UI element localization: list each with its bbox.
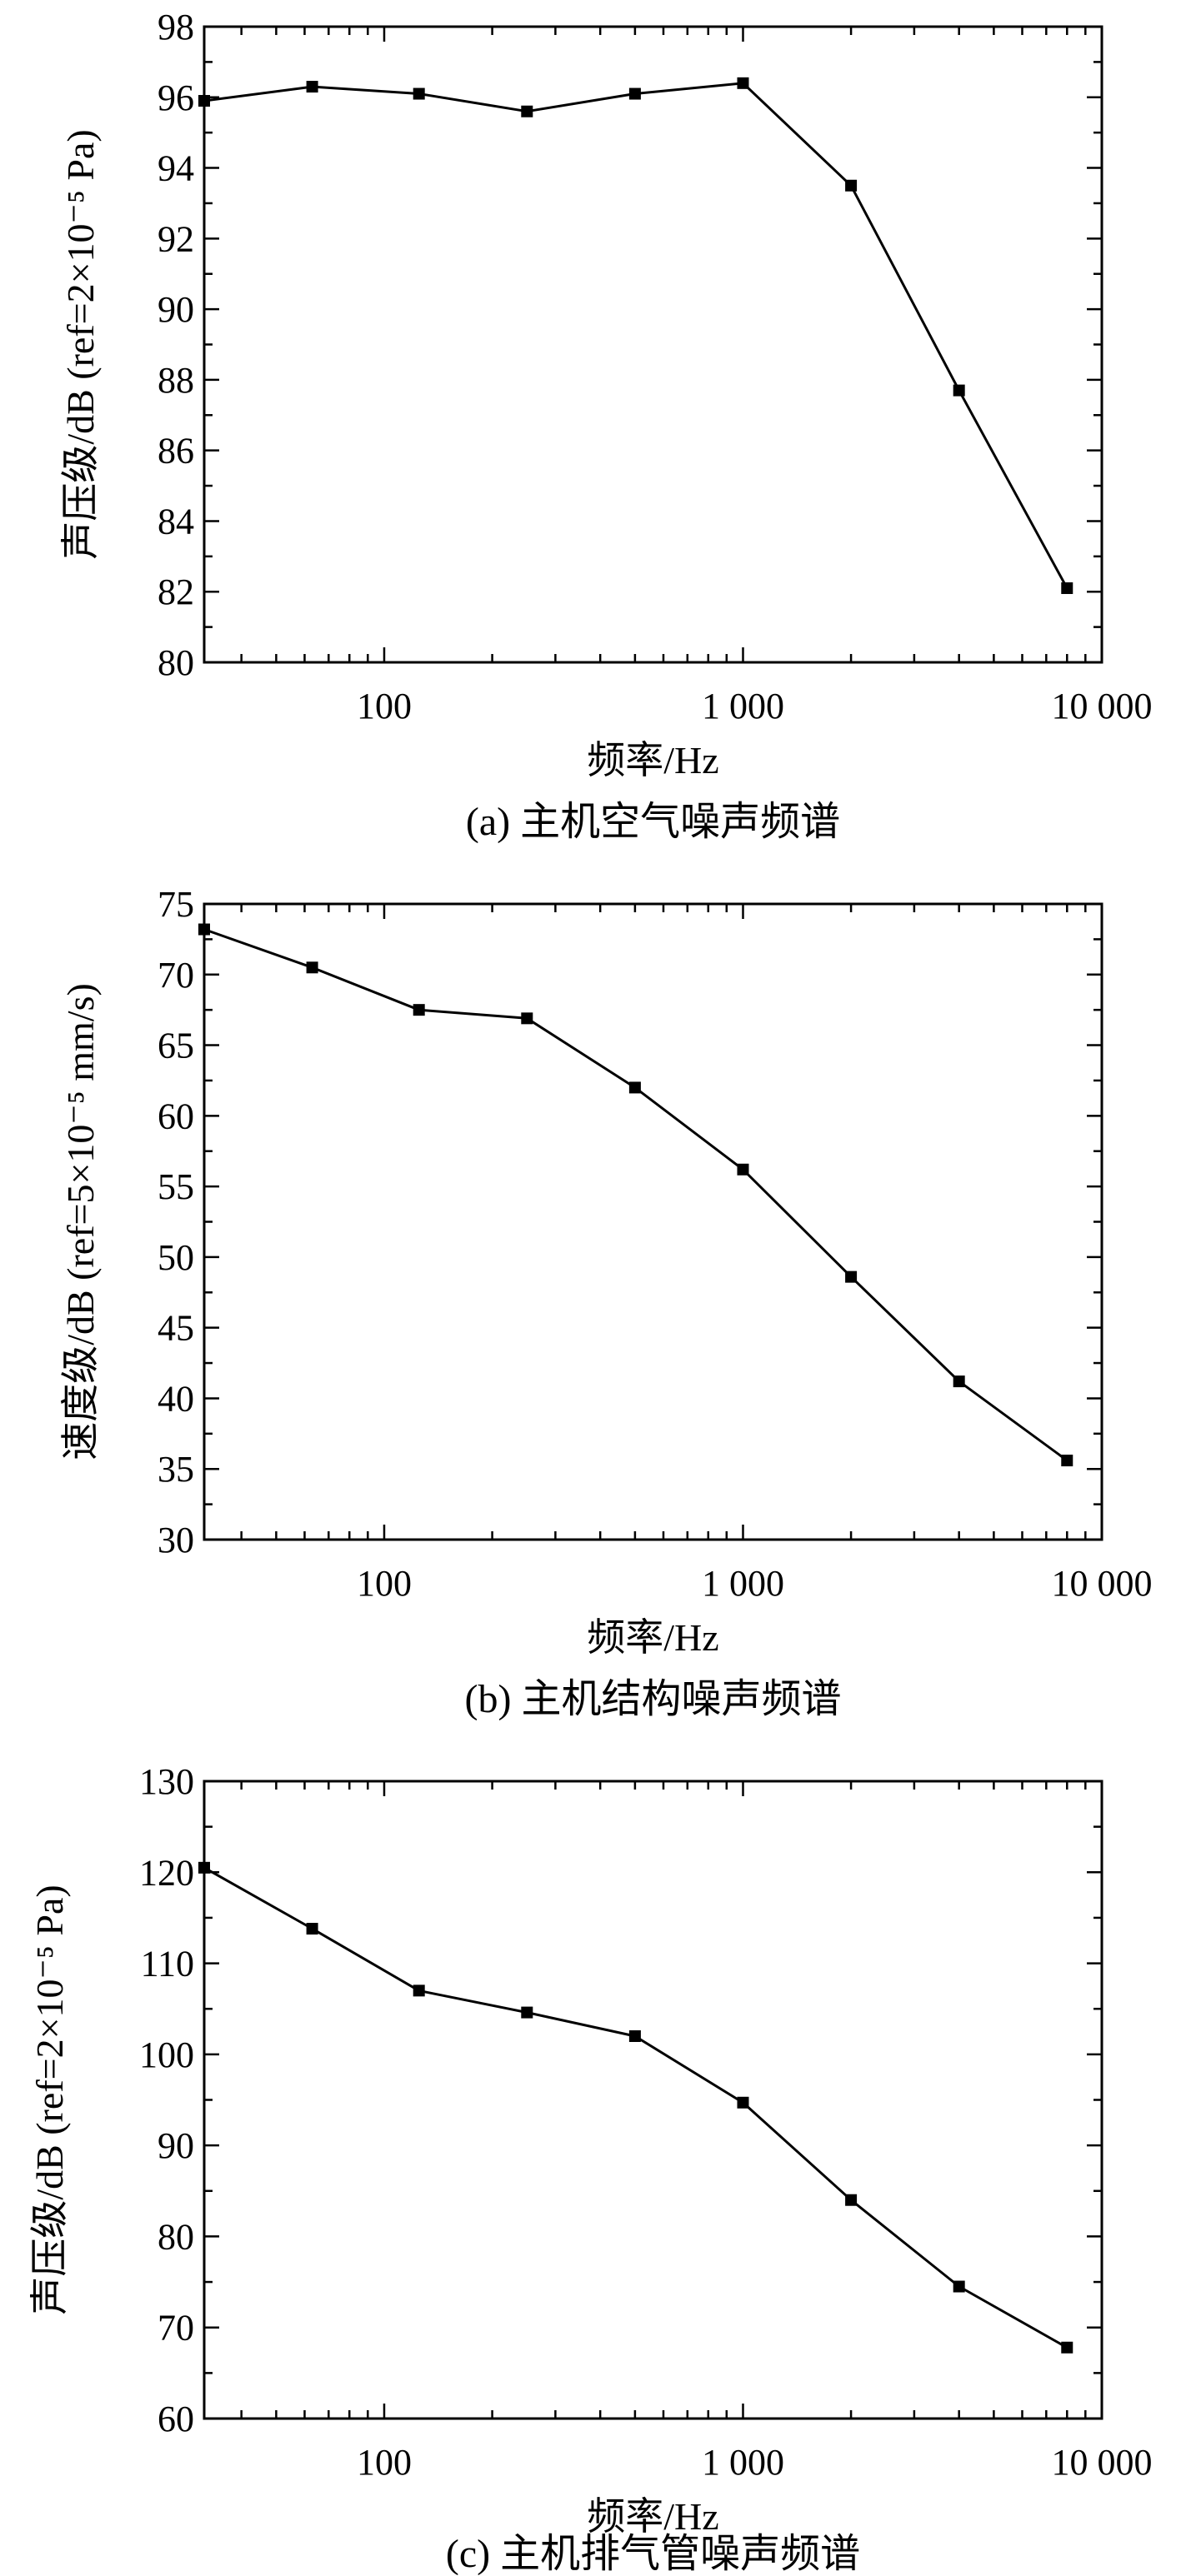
data-point-marker — [953, 384, 965, 397]
data-point-marker — [1061, 2341, 1073, 2354]
y-tick-label: 90 — [158, 2125, 194, 2166]
y-axis-ticks — [204, 1780, 1102, 2420]
x-axis-title: 频率/Hz — [587, 2495, 718, 2538]
y-tick-label: 55 — [158, 1166, 194, 1207]
x-tick-label: 10 000 — [1052, 1563, 1153, 1604]
data-point-marker — [413, 1984, 425, 1997]
series-line — [203, 1866, 1068, 2349]
y-tick-label: 80 — [158, 2216, 194, 2257]
data-point-marker — [737, 77, 749, 89]
y-tick-label: 92 — [158, 218, 194, 259]
y-tick-label: 35 — [158, 1449, 194, 1490]
y-axis-title: 声压级/dB (ref=2×10⁻⁵ Pa) — [28, 1885, 71, 2314]
y-tick-label: 96 — [158, 77, 194, 118]
y-tick-label: 84 — [158, 501, 194, 542]
data-point-marker — [198, 1861, 210, 1874]
y-tick-label: 65 — [158, 1026, 194, 1066]
plot-frame — [203, 902, 1103, 1541]
y-tick-label: 100 — [139, 2034, 194, 2075]
y-axis-title: 速度级/dB (ref=5×10⁻⁵ mm/s) — [59, 983, 102, 1460]
series-line — [203, 82, 1068, 589]
y-tick-label: 60 — [158, 2399, 194, 2439]
chart-panel-1: 100 1 000 10 000 80 82 84 86 88 90 92 94 96 98 频率/Hz 声… — [59, 7, 1153, 844]
y-tick-label: 90 — [158, 289, 194, 330]
y-tick-label: 86 — [158, 431, 194, 472]
y-tick-label: 130 — [139, 1761, 194, 1802]
data-point-marker — [628, 2030, 641, 2042]
data-point-marker — [1061, 1455, 1073, 1467]
data-point-marker — [413, 1004, 425, 1016]
y-tick-label: 120 — [139, 1852, 194, 1893]
x-tick-label: 100 — [357, 2442, 412, 2483]
figure-caption: (b) 主机结构噪声频谱 — [465, 1677, 842, 1721]
y-tick-label: 70 — [158, 955, 194, 996]
x-axis-ticks — [240, 904, 1103, 1540]
y-tick-label: 82 — [158, 572, 194, 612]
data-point-marker — [845, 179, 858, 192]
y-tick-label: 88 — [158, 360, 194, 401]
y-tick-label: 70 — [158, 2308, 194, 2349]
chart-panel-3: 100 1 000 10 000 60 70 80 90 100 110 120 130 频率/Hz 声… — [28, 1761, 1153, 2576]
plot-frame — [203, 1780, 1103, 2420]
y-tick-label: 75 — [158, 884, 194, 925]
x-tick-label: 1 000 — [702, 1563, 784, 1604]
data-point-marker — [953, 1375, 965, 1388]
x-tick-label: 10 000 — [1052, 2442, 1153, 2483]
data-point-marker — [198, 923, 210, 936]
y-tick-label: 110 — [141, 1944, 194, 1984]
x-tick-label: 10 000 — [1052, 686, 1153, 726]
y-tick-label: 60 — [158, 1096, 194, 1136]
data-point-marker — [953, 2280, 965, 2293]
data-point-marker — [521, 2006, 533, 2019]
y-axis-ticks — [204, 25, 1102, 664]
x-axis-ticks — [240, 27, 1103, 662]
data-point-marker — [845, 1271, 858, 1283]
data-point-marker — [198, 95, 210, 107]
data-point-marker — [845, 2194, 858, 2206]
x-axis-title: 频率/Hz — [587, 1616, 718, 1659]
data-point-marker — [306, 1923, 318, 1935]
y-tick-label: 45 — [158, 1308, 194, 1349]
plot-frame — [203, 25, 1103, 664]
y-tick-label: 98 — [158, 7, 194, 47]
data-point-marker — [521, 1012, 533, 1025]
data-point-marker — [737, 1163, 749, 1176]
data-point-marker — [1061, 582, 1073, 594]
figure-caption: (a) 主机空气噪声频谱 — [466, 800, 840, 844]
y-axis-ticks — [204, 902, 1102, 1541]
figure-caption: (c) 主机排气管噪声频谱 — [446, 2532, 860, 2576]
y-tick-label: 40 — [158, 1378, 194, 1419]
data-point-marker — [306, 961, 318, 974]
y-tick-label: 80 — [158, 642, 194, 683]
series-line — [203, 928, 1068, 1462]
x-tick-label: 100 — [357, 1563, 412, 1604]
data-point-marker — [306, 81, 318, 93]
data-point-marker — [628, 87, 641, 100]
y-tick-label: 50 — [158, 1237, 194, 1278]
y-tick-label: 30 — [158, 1520, 194, 1560]
x-tick-label: 1 000 — [702, 2442, 784, 2483]
x-tick-label: 100 — [357, 686, 412, 726]
y-tick-label: 94 — [158, 148, 194, 189]
x-tick-label: 1 000 — [702, 686, 784, 726]
x-axis-ticks — [240, 1781, 1103, 2419]
data-point-marker — [521, 105, 533, 117]
chart-panel-2: 100 1 000 10 000 30 35 40 45 50 55 60 65 70 75 频率/Hz 速… — [59, 884, 1153, 1721]
y-axis-title: 声压级/dB (ref=2×10⁻⁵ Pa) — [59, 129, 102, 559]
data-point-marker — [628, 1081, 641, 1094]
x-axis-title: 频率/Hz — [587, 739, 718, 781]
data-point-marker — [737, 2096, 749, 2109]
data-point-marker — [413, 87, 425, 100]
